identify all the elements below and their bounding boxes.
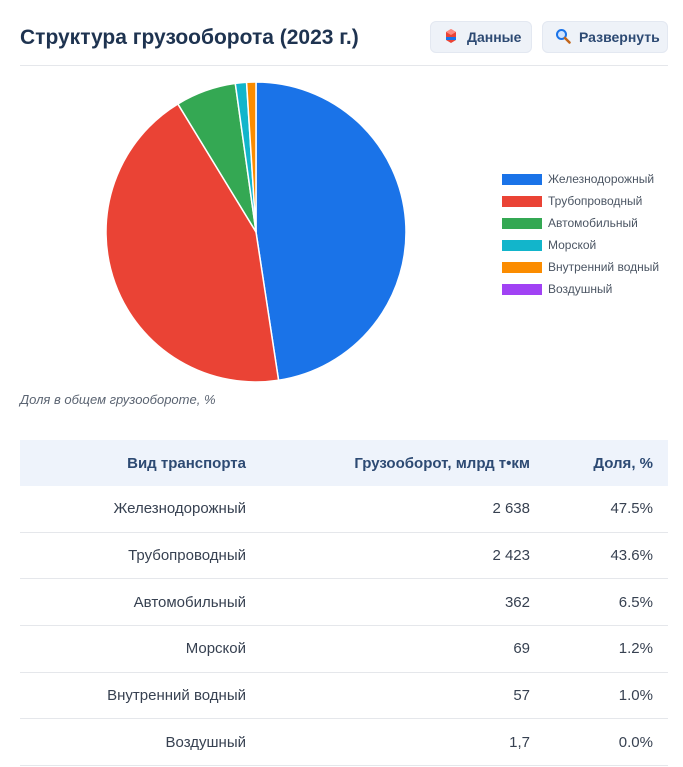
cell-share: 47.5%: [610, 500, 653, 518]
pie-chart: [105, 81, 407, 383]
cell-share: 43.6%: [610, 547, 653, 565]
cell-volume: 69: [513, 640, 530, 658]
data-button-label: Данные: [467, 29, 522, 45]
cell-type: Железнодорожный: [113, 500, 246, 518]
data-button[interactable]: Данные: [430, 21, 532, 53]
legend-label: Железнодорожный: [548, 172, 655, 186]
cell-share: 0.0%: [618, 733, 653, 751]
table-row: Морской 69 1.2%: [20, 626, 668, 673]
column-header-share: Доля, %: [593, 454, 653, 472]
legend-item: Железнодорожный: [502, 168, 659, 190]
cell-share: 1.2%: [618, 640, 653, 658]
column-header-volume: Грузооборот, млрд т•км: [354, 454, 530, 472]
pie-chart-area: Железнодорожный Трубопроводный Автомобильн…: [20, 76, 668, 392]
cell-volume: 362: [504, 593, 530, 611]
legend-swatch: [502, 195, 542, 207]
data-table: Вид транспорта Грузооборот, млрд т•км До…: [20, 440, 668, 767]
cell-share: 1.0%: [618, 687, 653, 705]
table-row: Автомобильный 362 6.5%: [20, 579, 668, 627]
chart-legend: Железнодорожный Трубопроводный Автомобильн…: [502, 168, 659, 300]
legend-label: Трубопроводный: [548, 194, 643, 208]
cell-volume: 2 638: [492, 500, 530, 518]
pie-slice-2: [105, 102, 280, 383]
table-row: Трубопроводный 2 423 43.6%: [20, 533, 668, 580]
chart-caption: Доля в общем грузообороте, %: [20, 392, 216, 407]
table-row: Внутренний водный 57 1.0%: [20, 673, 668, 720]
legend-swatch: [502, 173, 542, 185]
cell-volume: 2 423: [492, 547, 530, 565]
table-row: Железнодорожный 2 638 47.5%: [20, 486, 668, 533]
expand-button[interactable]: Развернуть: [542, 21, 668, 53]
search-icon: [555, 28, 571, 47]
page-title: Структура грузооборота (2023 г.): [20, 26, 359, 49]
legend-item: Воздушный: [502, 278, 659, 300]
legend-item: Автомобильный: [502, 212, 659, 234]
cell-type: Трубопроводный: [128, 547, 246, 565]
legend-swatch: [502, 217, 542, 229]
legend-label: Воздушный: [548, 282, 613, 296]
cell-type: Морской: [185, 640, 246, 658]
legend-item: Внутренний водный: [502, 256, 659, 278]
cell-type: Автомобильный: [133, 593, 246, 611]
legend-label: Автомобильный: [548, 216, 638, 230]
legend-item: Трубопроводный: [502, 190, 659, 212]
pie-slice-1: [255, 81, 407, 382]
legend-label: Морской: [548, 238, 597, 252]
table-header: Вид транспорта Грузооборот, млрд т•км До…: [20, 440, 668, 486]
cell-volume: 1,7: [509, 733, 530, 751]
cell-share: 6.5%: [618, 593, 653, 611]
expand-button-label: Развернуть: [579, 29, 660, 45]
column-header-type: Вид транспорта: [127, 454, 246, 472]
legend-swatch: [502, 283, 542, 295]
cell-volume: 57: [513, 687, 530, 705]
legend-swatch: [502, 261, 542, 273]
cell-type: Внутренний водный: [107, 687, 246, 705]
legend-label: Внутренний водный: [548, 260, 660, 274]
legend-item: Морской: [502, 234, 659, 256]
database-icon: [443, 28, 459, 47]
card-header: Структура грузооборота (2023 г.) Данные …: [20, 20, 668, 66]
cell-type: Воздушный: [165, 733, 246, 751]
pie-slice-5: [245, 81, 257, 233]
table-row: Воздушный 1,7 0.0%: [20, 719, 668, 767]
legend-swatch: [502, 239, 542, 251]
